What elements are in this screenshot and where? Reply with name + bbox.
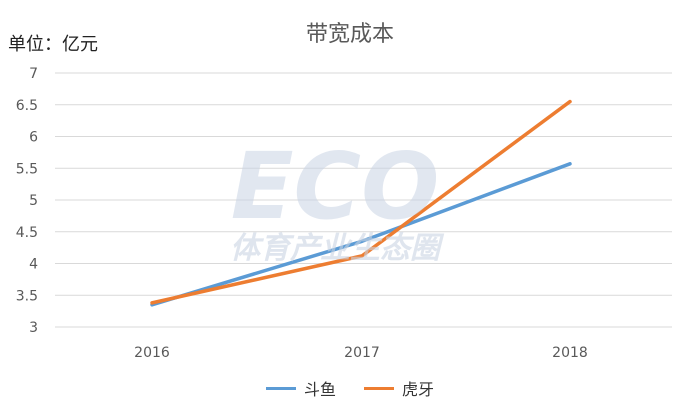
legend-label-douyu: 斗鱼 <box>303 380 336 399</box>
y-tick-label: 3.5 <box>16 288 38 304</box>
legend-swatch-huya <box>364 386 394 390</box>
x-tick-label: 2016 <box>134 345 170 361</box>
unit-label: 单位：亿元 <box>8 34 98 55</box>
x-tick-label: 2018 <box>552 345 588 361</box>
chart-legend: 斗鱼 虎牙 <box>0 376 700 400</box>
series-line-0 <box>150 162 572 307</box>
legend-swatch-douyu <box>265 386 296 390</box>
y-tick-label: 7 <box>29 66 38 82</box>
legend-item-huya: 虎牙 <box>364 376 434 400</box>
y-tick-label: 4 <box>29 257 38 273</box>
y-tick-label: 5 <box>29 193 38 209</box>
y-tick-label: 4.5 <box>16 225 38 241</box>
chart-title: 带宽成本 <box>305 22 394 47</box>
data-point-0-1 <box>360 239 364 243</box>
y-tick-label: 6 <box>29 130 38 146</box>
legend-item-douyu: 斗鱼 <box>265 376 336 400</box>
y-tick-label: 3 <box>29 320 38 336</box>
x-tick-label: 2017 <box>344 345 380 361</box>
legend-label-huya: 虎牙 <box>402 380 435 399</box>
series-line-1 <box>150 99 572 305</box>
data-point-1-2 <box>568 100 572 104</box>
y-tick-label: 5.5 <box>16 161 38 177</box>
y-tick-label: 6.5 <box>16 98 38 114</box>
data-point-0-2 <box>568 162 572 166</box>
data-point-1-0 <box>150 301 154 305</box>
data-point-1-1 <box>360 254 364 258</box>
